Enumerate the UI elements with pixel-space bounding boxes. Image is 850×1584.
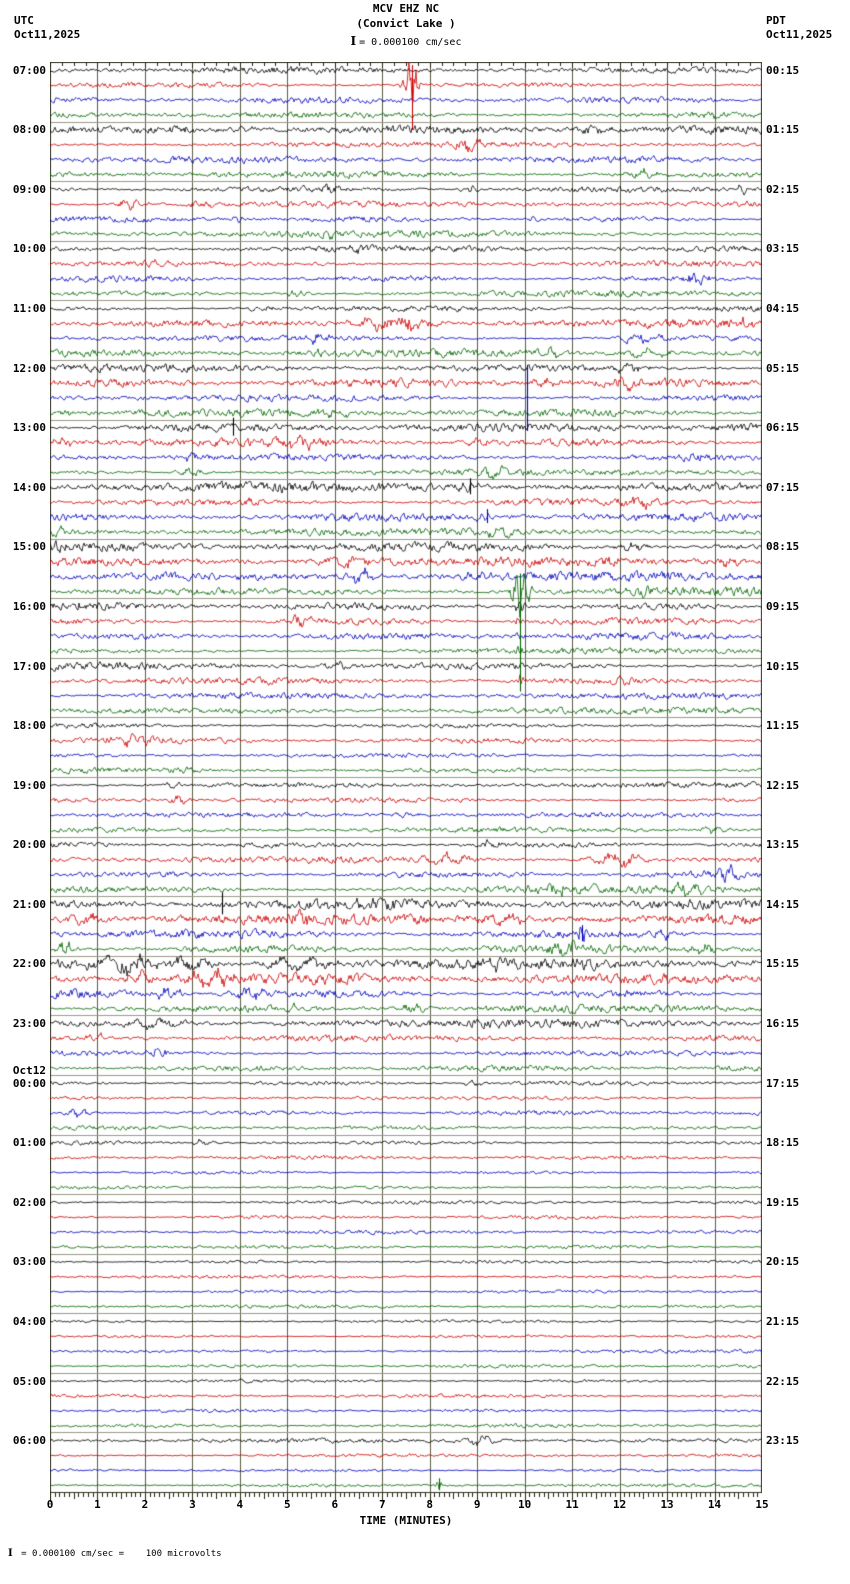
left-time-label: 21:00 <box>12 897 46 911</box>
right-time-label: 23:15 <box>766 1434 800 1448</box>
left-date-label: Oct11,2025 <box>14 28 81 41</box>
left-time-label: 13:00 <box>12 421 46 435</box>
right-time-label: 03:15 <box>766 242 800 256</box>
left-time-label: 12:00 <box>12 361 46 375</box>
right-time-label: 10:15 <box>766 659 800 673</box>
x-tick-label: 11 <box>565 1498 579 1511</box>
left-time-label: 07:00 <box>12 63 46 77</box>
station-title: MCV EHZ NC <box>372 2 440 15</box>
left-time-label: 22:00 <box>12 957 46 971</box>
left-time-label: 09:00 <box>12 182 46 196</box>
right-time-label: 11:15 <box>766 719 800 733</box>
x-tick-label: 0 <box>46 1498 54 1511</box>
x-axis-title: TIME (MINUTES) <box>359 1514 453 1527</box>
left-date-rollover-label: Oct12 <box>12 1063 46 1077</box>
footer-scale-text: = 0.000100 cm/sec = 100 microvolts <box>15 1549 222 1559</box>
x-tick-label: 5 <box>284 1498 291 1511</box>
right-time-label: 05:15 <box>766 361 800 375</box>
left-time-label: 08:00 <box>12 123 46 137</box>
left-time-label: 03:00 <box>12 1255 46 1269</box>
right-time-label: 06:15 <box>766 421 800 435</box>
right-time-label: 20:15 <box>766 1255 800 1269</box>
right-time-label: 18:15 <box>766 1136 800 1150</box>
left-time-label: 04:00 <box>12 1314 46 1328</box>
left-time-label: 16:00 <box>12 599 46 613</box>
right-timezone-label: PDT <box>766 14 786 27</box>
x-tick-label: 2 <box>141 1498 149 1511</box>
scale-label: = 0.000100 cm/sec <box>359 37 462 48</box>
left-time-label: 11:00 <box>12 302 46 316</box>
right-time-label: 09:15 <box>766 599 800 613</box>
left-timezone-label: UTC <box>14 14 34 27</box>
left-time-label: 06:00 <box>12 1434 46 1448</box>
right-time-label: 19:15 <box>766 1195 800 1209</box>
right-time-label: 08:15 <box>766 540 800 554</box>
footer-scale-note: I = 0.000100 cm/sec = 100 microvolts <box>8 1548 222 1559</box>
right-time-label: 12:15 <box>766 778 800 792</box>
left-time-label: 05:00 <box>12 1374 46 1388</box>
right-time-label: 16:15 <box>766 1017 800 1031</box>
left-time-label: 10:00 <box>12 242 46 256</box>
footer-scale-bar-icon: I <box>8 1548 13 1559</box>
scale-bar-icon: I <box>350 34 357 48</box>
x-tick-label: 3 <box>189 1498 196 1511</box>
left-time-label: 15:00 <box>12 540 46 554</box>
station-subtitle: (Convict Lake ) <box>356 17 456 30</box>
left-time-label: 00:00 <box>12 1076 46 1090</box>
left-time-label: 17:00 <box>12 659 46 673</box>
left-time-label: 20:00 <box>12 838 46 852</box>
x-tick-label: 8 <box>426 1498 434 1511</box>
x-tick-label: 13 <box>660 1498 674 1511</box>
right-time-label: 07:15 <box>766 480 800 494</box>
x-tick-label: 12 <box>612 1498 627 1511</box>
right-time-label: 14:15 <box>766 897 800 911</box>
right-time-label: 17:15 <box>766 1076 800 1090</box>
right-date-label: Oct11,2025 <box>766 28 833 41</box>
right-time-label: 04:15 <box>766 302 800 316</box>
left-time-label: 19:00 <box>12 778 46 792</box>
right-time-label: 01:15 <box>766 123 800 137</box>
x-tick-label: 15 <box>755 1498 769 1511</box>
right-time-label: 00:15 <box>766 63 800 77</box>
left-time-label: 23:00 <box>12 1017 46 1031</box>
right-time-label: 15:15 <box>766 957 800 971</box>
right-time-label: 02:15 <box>766 182 800 196</box>
x-tick-label: 4 <box>236 1498 244 1511</box>
left-time-label: 02:00 <box>12 1195 46 1209</box>
scale-line: I = 0.000100 cm/sec <box>50 34 762 48</box>
helicorder-canvas <box>50 62 762 1504</box>
left-time-label: 01:00 <box>12 1136 46 1150</box>
right-time-label: 21:15 <box>766 1314 800 1328</box>
x-tick-label: 10 <box>518 1498 532 1511</box>
x-tick-label: 6 <box>331 1498 339 1511</box>
x-tick-label: 1 <box>94 1498 101 1511</box>
x-tick-label: 14 <box>707 1498 722 1511</box>
right-time-label: 22:15 <box>766 1374 800 1388</box>
right-time-label: 13:15 <box>766 838 800 852</box>
title-block: MCV EHZ NC (Convict Lake ) I = 0.000100 c… <box>50 2 762 48</box>
left-time-label: 18:00 <box>12 719 46 733</box>
left-time-label: 14:00 <box>12 480 46 494</box>
x-tick-label: 9 <box>473 1498 481 1511</box>
x-tick-label: 7 <box>378 1498 386 1511</box>
